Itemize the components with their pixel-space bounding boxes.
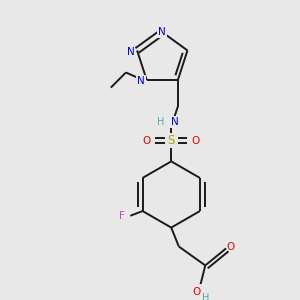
- Text: O: O: [142, 136, 151, 146]
- Text: H: H: [202, 292, 209, 300]
- Text: S: S: [168, 134, 175, 147]
- Text: N: N: [158, 27, 166, 37]
- Text: N: N: [127, 47, 134, 57]
- Text: N: N: [137, 76, 145, 86]
- Text: O: O: [193, 287, 201, 297]
- Text: N: N: [171, 117, 179, 127]
- Text: O: O: [227, 242, 235, 251]
- Text: H: H: [157, 117, 165, 127]
- Text: O: O: [192, 136, 200, 146]
- Text: F: F: [119, 211, 125, 221]
